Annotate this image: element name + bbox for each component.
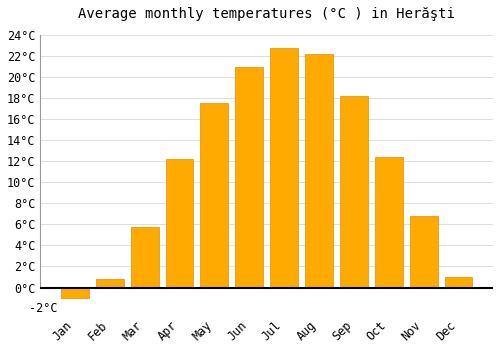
Bar — [375, 157, 402, 288]
Title: Average monthly temperatures (°C ) in Herăşti: Average monthly temperatures (°C ) in He… — [78, 7, 455, 21]
Bar — [166, 159, 194, 288]
Bar — [305, 54, 333, 288]
Bar — [444, 277, 472, 288]
Bar — [236, 67, 263, 288]
Bar — [130, 228, 158, 288]
Bar — [96, 279, 124, 288]
Bar — [61, 288, 89, 298]
Bar — [410, 216, 438, 288]
Bar — [270, 48, 298, 288]
Text: -2°C: -2°C — [29, 302, 58, 315]
Bar — [200, 103, 228, 288]
Bar — [340, 96, 368, 288]
